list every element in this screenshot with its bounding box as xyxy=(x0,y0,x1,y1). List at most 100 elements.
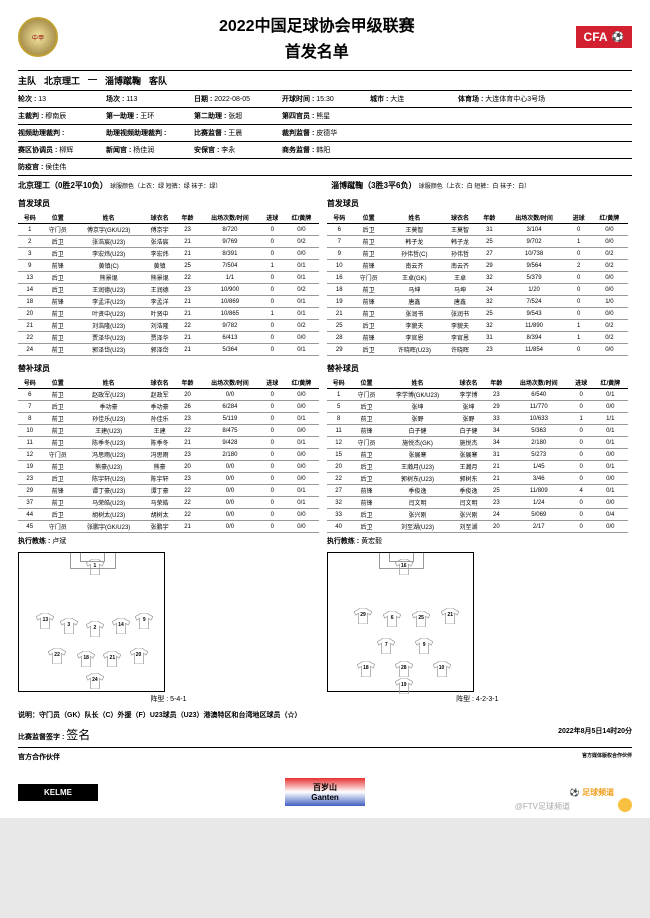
col-header: 号码 xyxy=(18,212,42,224)
title-line1: 2022中国足球协会甲级联赛 xyxy=(58,12,576,36)
home-team: 北京理工 xyxy=(44,74,80,87)
teams-line: 主队 北京理工 — 淄博蹴鞠 客队 xyxy=(18,70,632,90)
player-shirt: 2 xyxy=(86,621,104,637)
table-row: 9前卫孙伟哲(C)孙伟哲2710/73800/2 xyxy=(327,248,628,260)
kelme-logo: KELME xyxy=(18,784,98,801)
match-info-1: 轮次 : 13 场次 : 113 日期 : 2022-08-05 开球时间 : … xyxy=(18,90,632,107)
table-row: 15前卫张展寒张展寒315/27300/0 xyxy=(327,449,628,461)
player-shirt: 16 xyxy=(395,559,413,575)
col-header: 进球 xyxy=(261,212,285,224)
col-header: 位置 xyxy=(352,212,386,224)
table-row: 29后卫许晓晖(U23)许晓晖2311/85400/0 xyxy=(327,344,628,356)
table-row: 1守门员傅京宇(GK/U23)傅京宇238/72000/0 xyxy=(18,224,319,236)
table-row: 11前锋白子健白子健345/36300/1 xyxy=(327,425,628,437)
table-row: 22后卫郭树东(U23)郭树东213/4600/0 xyxy=(327,473,628,485)
col-header: 出场次数/时间 xyxy=(508,377,569,389)
table-row: 21前卫刘浩隆(U23)刘浩隆229/78200/2 xyxy=(18,320,319,332)
col-header: 红/黄牌 xyxy=(591,212,628,224)
table-row: 18前锋李孟洋(U23)李孟洋2110/86900/1 xyxy=(18,296,319,308)
col-header: 红/黄牌 xyxy=(284,212,319,224)
col-header: 球衣名 xyxy=(143,212,175,224)
table-row: 9前锋黄镇(C)黄镇257/50410/1 xyxy=(18,260,319,272)
away-label: 客队 xyxy=(149,74,167,87)
table-row: 45守门员张鹏宇(GK/U23)张鹏宇210/000/0 xyxy=(18,521,319,533)
col-header: 位置 xyxy=(42,377,74,389)
away-record: 淄博蹴鞠（3胜3平6负） xyxy=(331,181,416,190)
table-row: 24前卫郭泽岱(U23)郭泽岱215/36400/1 xyxy=(18,344,319,356)
table-row: 37前卫马荣皓(U23)马荣皓220/000/1 xyxy=(18,497,319,509)
table-row: 6后卫王莫智王莫智313/10400/0 xyxy=(327,224,628,236)
table-row: 20前卫叶贤中(U23)叶贤中2110/86510/1 xyxy=(18,308,319,320)
col-header: 球衣名 xyxy=(143,377,175,389)
table-row: 25后卫李貌夫李貌夫3211/89010/2 xyxy=(327,320,628,332)
player-shirt: 13 xyxy=(36,613,54,629)
table-row: 18前卫马坤马坤241/2000/0 xyxy=(327,284,628,296)
player-shirt: 21 xyxy=(103,651,121,667)
home-label: 主队 xyxy=(18,74,36,87)
col-header: 号码 xyxy=(327,212,352,224)
table-row: 23后卫陈宇轩(U23)陈宇轩230/000/0 xyxy=(18,473,319,485)
player-shirt: 19 xyxy=(395,678,413,694)
table-row: 7前卫韩子龙韩子龙259/70210/0 xyxy=(327,236,628,248)
table-row: 8前卫孙佳乐(U23)孙佳乐235/11900/1 xyxy=(18,413,319,425)
player-shirt: 20 xyxy=(130,648,148,664)
table-row: 12守门员冯思雨(U23)冯思雨232/18000/0 xyxy=(18,449,319,461)
table-row: 12守门员施悦杰(GK)施悦杰342/18000/1 xyxy=(327,437,628,449)
weibo-icon xyxy=(618,798,632,812)
col-header: 姓名 xyxy=(386,212,443,224)
home-starters-table: 号码位置姓名球衣名年龄出场次数/时间进球红/黄牌1守门员傅京宇(GK/U23)傅… xyxy=(18,212,319,356)
col-header: 出场次数/时间 xyxy=(199,212,260,224)
player-shirt: 21 xyxy=(441,608,459,624)
player-shirt: 7 xyxy=(377,638,395,654)
table-row: 3后卫李宏炜(U23)李宏炜218/39100/0 xyxy=(18,248,319,260)
col-header: 姓名 xyxy=(74,377,144,389)
player-shirt: 14 xyxy=(112,618,130,634)
table-row: 10前卫王建(U23)王建228/47500/0 xyxy=(18,425,319,437)
away-coach: 黄宏毅 xyxy=(361,538,382,545)
formations: 113321492218212024 阵型 : 5-4-1 1629625217… xyxy=(18,552,632,704)
player-shirt: 25 xyxy=(412,611,430,627)
match-info-3: 视频助理裁判 : 助理视频助理裁判 : 比赛监督 : 王晨 裁判监督 : 皮德华 xyxy=(18,124,632,141)
subs-tables: 替补球员 号码位置姓名球衣名年龄出场次数/时间进球红/黄牌6前卫赵政军(U23)… xyxy=(18,360,632,546)
col-header: 出场次数/时间 xyxy=(502,212,566,224)
col-header: 红/黄牌 xyxy=(284,377,319,389)
away-formation-pitch: 1629625217918281019 xyxy=(327,552,474,692)
col-header: 出场次数/时间 xyxy=(199,377,260,389)
col-header: 进球 xyxy=(569,377,593,389)
player-shirt: 29 xyxy=(354,608,372,624)
col-header: 年龄 xyxy=(485,377,509,389)
home-subs-table: 号码位置姓名球衣名年龄出场次数/时间进球红/黄牌6前卫赵政军(U23)赵政军20… xyxy=(18,377,319,533)
title: 2022中国足球协会甲级联赛 首发名单 xyxy=(58,12,576,62)
ganten-logo: 百岁山 Ganten xyxy=(285,778,365,806)
table-row: 5后卫张坤张坤2911/77000/0 xyxy=(327,401,628,413)
table-row: 2后卫张浩宸(U23)张浩宸219/76900/2 xyxy=(18,236,319,248)
col-header: 球衣名 xyxy=(443,212,477,224)
table-row: 21前卫张润书张润书259/54300/0 xyxy=(327,308,628,320)
col-header: 红/黄牌 xyxy=(593,377,628,389)
match-info-4: 赛区协调员 : 柳辉 新闻官 : 杨佳润 安保官 : 李永 商务监督 : 韩阳 xyxy=(18,141,632,158)
table-row: 20后卫王瀚月(U23)王瀚月211/4500/1 xyxy=(327,461,628,473)
home-formation-pitch: 113321492218212024 xyxy=(18,552,165,692)
starters-tables: 首发球员 号码位置姓名球衣名年龄出场次数/时间进球红/黄牌1守门员傅京宇(GK/… xyxy=(18,195,632,356)
col-header: 进球 xyxy=(566,212,591,224)
away-subs-table: 号码位置姓名球衣名年龄出场次数/时间进球红/黄牌1守门员李学博(GK/U23)李… xyxy=(327,377,628,533)
home-record: 北京理工（0胜2平10负） xyxy=(18,181,108,190)
player-shirt: 1 xyxy=(86,559,104,575)
table-row: 33后卫张兴刚张兴刚245/06900/4 xyxy=(327,509,628,521)
col-header: 进球 xyxy=(261,377,285,389)
title-line2: 首发名单 xyxy=(58,38,576,62)
table-row: 44后卫胡树太(U23)胡树太220/000/0 xyxy=(18,509,319,521)
legend: 说明：守门员（GK）队长（C）外援（F）U23球员（U23）港澳特区和台湾地区球… xyxy=(18,710,632,720)
player-shirt: 9 xyxy=(415,638,433,654)
match-sheet: 中甲 2022中国足球协会甲级联赛 首发名单 CFA 主队 北京理工 — 淄博蹴… xyxy=(0,0,650,818)
player-shirt: 18 xyxy=(77,651,95,667)
col-header: 年龄 xyxy=(477,212,502,224)
table-row: 32前锋闫文明闫文明231/2400/0 xyxy=(327,497,628,509)
player-shirt: 6 xyxy=(383,611,401,627)
player-shirt: 18 xyxy=(357,661,375,677)
col-header: 姓名 xyxy=(383,377,453,389)
table-row: 40后卫刘至湖(U23)刘至湖202/1700/0 xyxy=(327,521,628,533)
col-header: 号码 xyxy=(327,377,351,389)
table-row: 8前卫张野张野3310/63311/1 xyxy=(327,413,628,425)
team-headers: 北京理工（0胜2平10负） 球服颜色（上衣：绿 短裤：绿 袜子：绿） 淄博蹴鞠（… xyxy=(18,180,632,191)
